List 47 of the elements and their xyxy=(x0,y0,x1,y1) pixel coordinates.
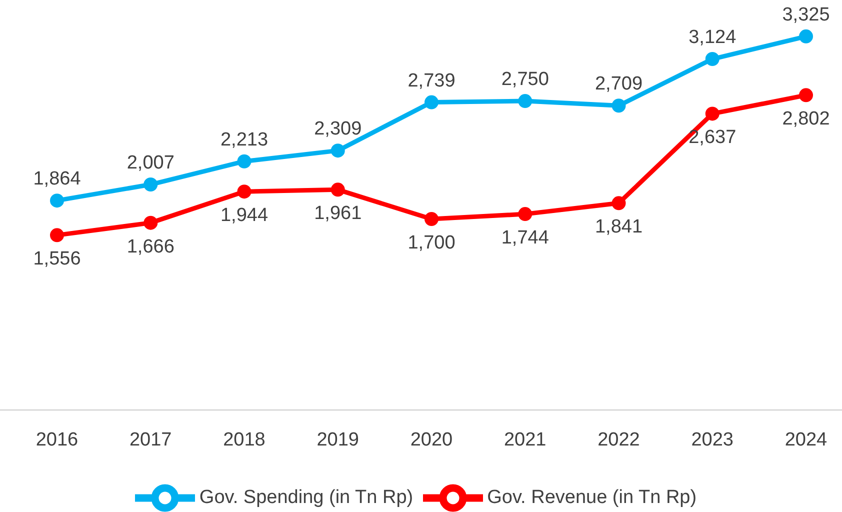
data-label: 2,309 xyxy=(314,118,362,140)
data-label: 2,007 xyxy=(126,152,174,174)
point xyxy=(144,178,158,192)
legend-label: Gov. Spending (in Tn Rp) xyxy=(199,487,414,508)
data-label: 2,750 xyxy=(501,69,549,90)
point xyxy=(799,29,813,44)
point xyxy=(424,212,438,226)
point xyxy=(612,98,626,113)
data-label: 1,864 xyxy=(33,168,82,190)
x-tick-label: 2022 xyxy=(598,429,640,450)
point xyxy=(144,216,158,230)
point xyxy=(50,194,64,208)
data-label: 2,802 xyxy=(782,108,830,130)
legend-label: Gov. Revenue (in Tn Rp) xyxy=(487,487,697,508)
data-label: 2,709 xyxy=(594,74,643,95)
x-tick-label: 2020 xyxy=(410,429,453,450)
point xyxy=(237,154,252,168)
data-label: 1,841 xyxy=(594,216,643,238)
x-tick-label: 2018 xyxy=(223,429,266,450)
data-label: 2,739 xyxy=(408,70,456,92)
data-label: 3,325 xyxy=(782,4,830,26)
x-tick-label: 2023 xyxy=(691,429,734,450)
point xyxy=(518,207,532,222)
point xyxy=(705,52,720,66)
point xyxy=(799,88,813,102)
point xyxy=(330,182,345,197)
point xyxy=(518,94,532,108)
x-tick-label: 2021 xyxy=(504,429,546,450)
point xyxy=(330,144,345,158)
point xyxy=(705,106,720,121)
data-label: 1,700 xyxy=(408,232,456,254)
point xyxy=(237,184,252,199)
data-label: 1,556 xyxy=(33,248,81,270)
data-label: 1,944 xyxy=(220,205,268,226)
x-tick-label: 2019 xyxy=(316,429,360,450)
data-label: 3,124 xyxy=(688,27,737,48)
point xyxy=(50,228,64,242)
data-label: 1,744 xyxy=(501,228,550,249)
point xyxy=(424,95,438,110)
data-label: 1,666 xyxy=(126,236,174,258)
point xyxy=(612,196,626,210)
x-tick-label: 2017 xyxy=(129,429,172,450)
data-label: 2,213 xyxy=(220,129,268,150)
data-label: 2,637 xyxy=(688,127,736,148)
data-label: 1,961 xyxy=(314,203,362,224)
x-tick-label: 2024 xyxy=(784,429,828,450)
x-tick-label: 2016 xyxy=(36,429,78,450)
